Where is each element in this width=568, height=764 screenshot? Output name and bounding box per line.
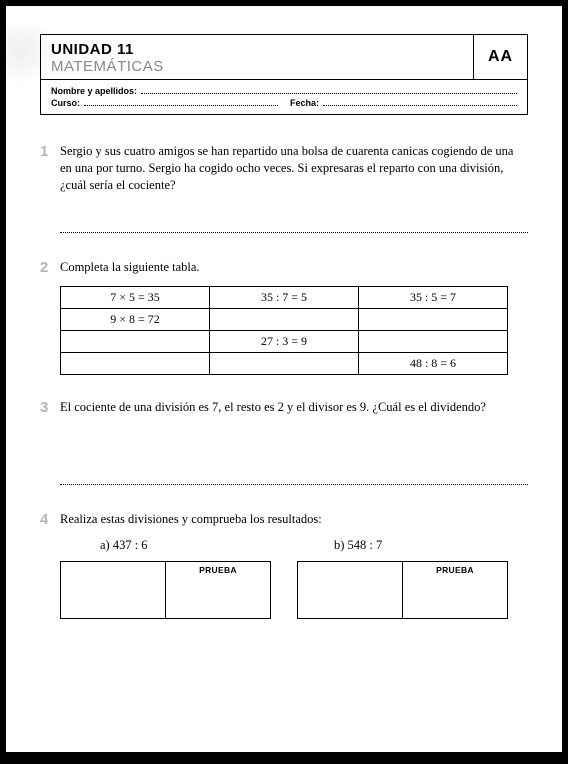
- q4-b-boxes: PRUEBA: [297, 561, 508, 619]
- header-top: UNIDAD 11 MATEMÁTICAS AA: [41, 35, 527, 80]
- name-label: Nombre y apellidos:: [51, 86, 137, 96]
- fingerprint-decoration: [6, 26, 56, 86]
- q4-number: 4: [40, 511, 60, 528]
- unit-label: UNIDAD 11: [51, 41, 463, 58]
- course-input-line[interactable]: [84, 98, 278, 106]
- q4-b-proof-box[interactable]: PRUEBA: [403, 562, 507, 618]
- table-cell[interactable]: [210, 308, 359, 330]
- q3-answer-line[interactable]: [60, 484, 528, 485]
- header-box: UNIDAD 11 MATEMÁTICAS AA Nombre y apelli…: [40, 34, 528, 115]
- table-cell: 48 : 8 = 6: [359, 352, 508, 374]
- prueba-label: PRUEBA: [166, 562, 270, 575]
- question-3: 3 El cociente de una división es 7, el r…: [40, 399, 528, 416]
- table-cell[interactable]: [359, 308, 508, 330]
- question-1: 1 Sergio y sus cuatro amigos se han repa…: [40, 143, 528, 194]
- name-input-line[interactable]: [141, 86, 517, 94]
- q4-a-boxes: PRUEBA: [60, 561, 271, 619]
- q4-a-label: a) 437 : 6: [60, 538, 284, 553]
- q2-number: 2: [40, 259, 60, 276]
- course-date-row: Curso: Fecha:: [51, 98, 517, 108]
- table-row: 9 × 8 = 72: [61, 308, 508, 330]
- q1-text: Sergio y sus cuatro amigos se han repart…: [60, 143, 528, 194]
- table-cell: 9 × 8 = 72: [61, 308, 210, 330]
- table-row: 27 : 3 = 9: [61, 330, 508, 352]
- table-cell: 7 × 5 = 35: [61, 286, 210, 308]
- date-label: Fecha:: [290, 98, 319, 108]
- table-cell: 27 : 3 = 9: [210, 330, 359, 352]
- date-input-line[interactable]: [323, 98, 517, 106]
- table-cell[interactable]: [359, 330, 508, 352]
- prueba-label: PRUEBA: [403, 562, 507, 575]
- header-title-block: UNIDAD 11 MATEMÁTICAS: [41, 35, 473, 79]
- worksheet-code: AA: [473, 35, 527, 79]
- name-field-row: Nombre y apellidos:: [51, 86, 517, 96]
- q3-text: El cociente de una división es 7, el res…: [60, 399, 528, 416]
- course-field: Curso:: [51, 98, 278, 108]
- table-cell: 35 : 5 = 7: [359, 286, 508, 308]
- table-cell[interactable]: [61, 352, 210, 374]
- division-labels-row: a) 437 : 6 b) 548 : 7: [60, 538, 508, 553]
- q1-answer-line[interactable]: [60, 232, 528, 233]
- table-row: 7 × 5 = 35 35 : 7 = 5 35 : 5 = 7: [61, 286, 508, 308]
- worksheet-page: UNIDAD 11 MATEMÁTICAS AA Nombre y apelli…: [6, 6, 562, 752]
- table-cell: 35 : 7 = 5: [210, 286, 359, 308]
- table-cell[interactable]: [61, 330, 210, 352]
- date-field: Fecha:: [290, 98, 517, 108]
- q4-a-proof-box[interactable]: PRUEBA: [166, 562, 270, 618]
- q4-a-work-box[interactable]: [61, 562, 166, 618]
- table-cell[interactable]: [210, 352, 359, 374]
- subject-label: MATEMÁTICAS: [51, 58, 463, 75]
- q2-text: Completa la siguiente tabla.: [60, 259, 528, 276]
- q1-number: 1: [40, 143, 60, 194]
- course-label: Curso:: [51, 98, 80, 108]
- question-2: 2 Completa la siguiente tabla.: [40, 259, 528, 276]
- q4-b-work-box[interactable]: [298, 562, 403, 618]
- q4-text: Realiza estas divisiones y comprueba los…: [60, 511, 528, 528]
- header-fields: Nombre y apellidos: Curso: Fecha:: [41, 80, 527, 114]
- q2-table: 7 × 5 = 35 35 : 7 = 5 35 : 5 = 7 9 × 8 =…: [60, 286, 508, 375]
- q4-b-label: b) 548 : 7: [284, 538, 508, 553]
- q3-number: 3: [40, 399, 60, 416]
- table-row: 48 : 8 = 6: [61, 352, 508, 374]
- division-boxes-row: PRUEBA PRUEBA: [60, 561, 508, 619]
- question-4: 4 Realiza estas divisiones y comprueba l…: [40, 511, 528, 528]
